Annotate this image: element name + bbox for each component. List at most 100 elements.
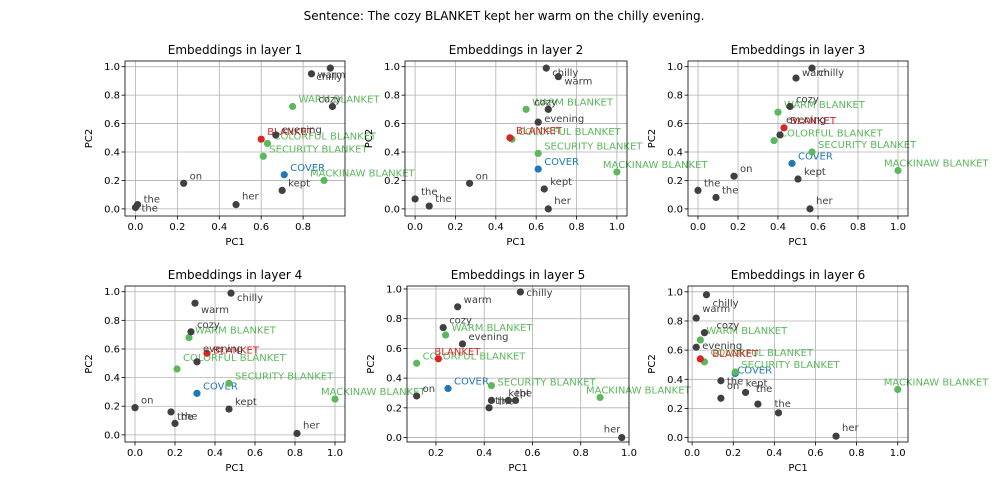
point-label: cozy: [796, 95, 819, 106]
x-tick-label: 0.0: [127, 448, 143, 459]
point-label: WARM BLANKET: [784, 100, 866, 111]
data-point: [293, 429, 301, 438]
chart-panel: Embeddings in layer 3thetheonherkeptCOVE…: [647, 43, 989, 248]
x-tick-label: 0.2: [725, 448, 741, 459]
y-tick-label: 1.0: [384, 62, 400, 73]
y-tick-label: 0.0: [104, 204, 120, 215]
data-point: [278, 186, 286, 195]
data-point: [694, 186, 702, 195]
x-tick-label: 0.2: [169, 222, 185, 233]
point-label: MACKINAW BLANKET: [310, 168, 415, 179]
data-point: [442, 331, 450, 339]
y-tick-label: 0.8: [667, 316, 683, 327]
point-label: warm: [317, 70, 345, 81]
y-tick-label: 0.4: [384, 148, 400, 159]
point-label: warm: [464, 295, 492, 306]
y-axis-label: PC2: [647, 354, 658, 373]
y-tick-label: 0.2: [104, 176, 120, 187]
point-label: BLANKET: [712, 349, 759, 360]
data-point: [434, 355, 442, 363]
y-tick-label: 0.0: [667, 433, 683, 444]
data-point: [774, 409, 783, 417]
y-tick-label: 0.6: [384, 119, 400, 130]
data-point: [702, 291, 711, 299]
x-tick-label: 0.8: [295, 222, 311, 233]
data-point: [894, 166, 902, 175]
point-label: COVER: [798, 151, 833, 162]
data-point: [193, 358, 201, 366]
data-point: [696, 355, 704, 363]
data-point: [808, 64, 816, 72]
data-point: [712, 193, 720, 202]
data-point: [225, 379, 233, 387]
y-tick-label: 0.2: [386, 403, 402, 414]
point-label: WARM BLANKET: [452, 323, 534, 334]
data-point: [806, 205, 814, 213]
data-point: [193, 389, 201, 397]
x-tick-label: 1.0: [609, 222, 625, 233]
point-label: MACKINAW BLANKET: [603, 160, 708, 171]
data-point: [792, 74, 800, 82]
point-label: SECURITY BLANKET: [544, 141, 643, 152]
point-label: the: [756, 384, 772, 395]
point-label: the: [774, 399, 790, 410]
data-point: [191, 299, 199, 307]
y-tick-label: 0.6: [667, 119, 683, 130]
axes-frame: [124, 60, 346, 217]
data-point: [425, 202, 433, 210]
point-label: cozy: [534, 97, 557, 108]
data-point: [717, 377, 725, 385]
data-point: [700, 329, 709, 337]
point-label: her: [242, 192, 259, 203]
point-label: evening: [282, 125, 322, 136]
x-tick-label: 0.8: [850, 222, 866, 233]
data-point: [534, 149, 542, 158]
data-point: [730, 172, 738, 180]
point-label: WARM BLANKET: [532, 97, 614, 108]
point-label: SECURITY BLANKET: [818, 140, 917, 151]
x-tick-label: 0.0: [128, 222, 144, 233]
y-tick-label: 0.0: [386, 433, 402, 444]
data-point: [596, 393, 604, 402]
x-tick-label: 0.2: [730, 222, 746, 233]
axes-frame: [687, 60, 909, 217]
y-tick-label: 0.0: [384, 204, 400, 215]
axes-frame: [404, 60, 628, 217]
y-tick-label: 0.6: [386, 344, 402, 355]
data-point: [808, 148, 816, 156]
y-tick-label: 0.4: [104, 148, 120, 159]
y-axis-label: PC2: [84, 129, 95, 148]
point-label: chilly: [526, 288, 552, 299]
y-tick-label: 0.8: [104, 91, 120, 102]
data-point: [618, 433, 626, 442]
data-point: [173, 365, 181, 373]
axes-frame: [687, 285, 909, 443]
point-label: SECURITY BLANKET: [269, 144, 368, 155]
x-tick-label: 0.0: [407, 222, 423, 233]
x-tick-label: 0.6: [810, 222, 826, 233]
y-tick-label: 1.0: [104, 62, 120, 73]
data-point: [534, 118, 542, 126]
point-label: COLORFUL BLANKET: [273, 131, 377, 142]
y-tick-label: 0.8: [667, 91, 683, 102]
point-label: COVER: [454, 377, 489, 388]
point-label: warm: [702, 304, 730, 315]
point-label: SECURITY BLANKET: [235, 371, 334, 382]
data-point: [717, 394, 725, 402]
x-axis-label: PC1: [506, 237, 525, 248]
chart-title: Embeddings in layer 5: [451, 268, 585, 282]
data-point: [776, 131, 784, 139]
point-label: WARM BLANKET: [195, 326, 277, 337]
y-tick-label: 0.2: [667, 404, 683, 415]
y-tick-label: 0.4: [104, 373, 120, 384]
point-label: her: [842, 423, 859, 434]
point-label: BLANKET: [434, 347, 481, 358]
point-label: kept: [288, 178, 310, 189]
point-label: SECURITY BLANKET: [497, 378, 596, 389]
x-tick-label: 0.6: [808, 448, 824, 459]
point-label: cozy: [449, 316, 472, 327]
